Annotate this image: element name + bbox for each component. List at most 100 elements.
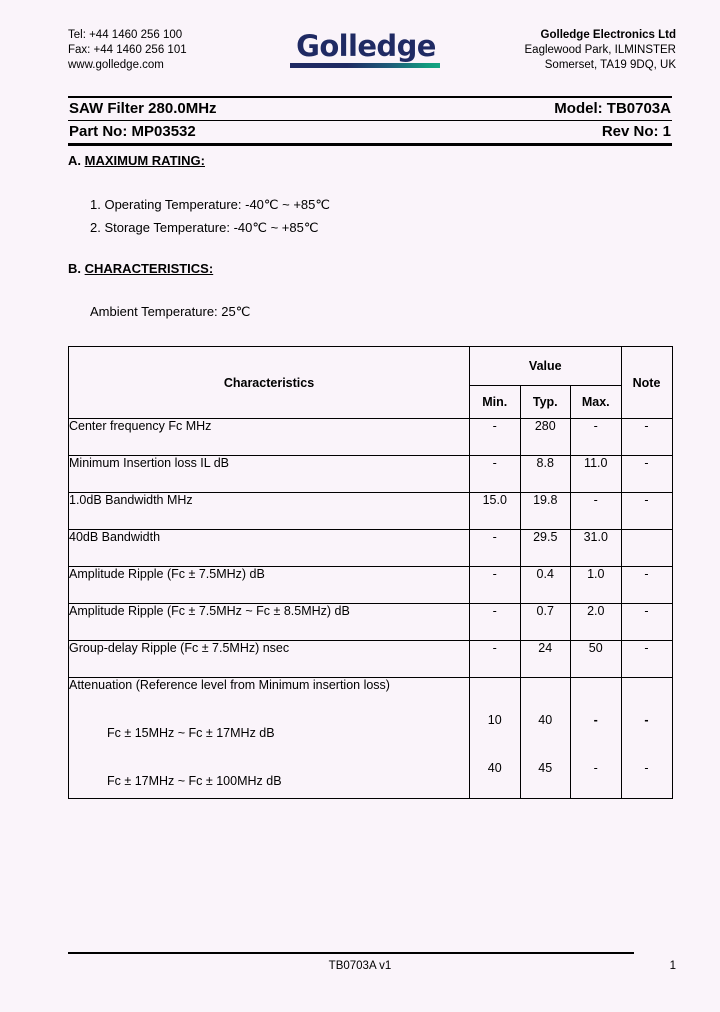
footer-rule [68,952,634,954]
address-line-2: Somerset, TA19 9DQ, UK [544,59,676,71]
maximum-rating-list: 1. Operating Temperature: -40℃ ~ +85℃ 2.… [90,193,330,239]
characteristics-table: Characteristics Value Note Min. Typ. Max… [68,346,673,799]
row-note: - [620,455,673,493]
row-min: - [469,603,521,641]
contact-info-left: Tel: +44 1460 256 100 Fax: +44 1460 256 … [68,26,187,73]
title-row-product: SAW Filter 280.0MHz Model: TB0703A [68,98,672,120]
title-row-part: Part No: MP03532 Rev No: 1 [68,121,672,143]
row-label: Amplitude Ripple (Fc ± 7.5MHz) dB [68,566,470,604]
row-max: 11.0 [570,455,622,493]
row-note: - [620,418,673,456]
table-row: Minimum Insertion loss IL dB - 8.8 11.0 … [68,455,673,493]
row-typ: 19.8 [519,492,571,530]
section-b-label: CHARACTERISTICS: [84,261,214,276]
address-line-1: Eaglewood Park, ILMINSTER [524,44,676,56]
model-number: Model: TB0703A [554,99,671,117]
row-label: Minimum Insertion loss IL dB [68,455,470,493]
row-typ: 24 [519,640,571,678]
col-header-max: Max. [570,385,622,419]
row-max: 50 [570,640,622,678]
website-line: www.golledge.com [68,59,164,71]
row-max: 1.0 [570,566,622,604]
attenuation-max-cell: - - [570,677,622,799]
col-header-characteristics: Characteristics [68,346,470,419]
row-typ: 29.5 [519,529,571,567]
attenuation-note: - [644,761,649,775]
footer-page-number: 1 [669,960,676,972]
col-header-value: Value [469,346,622,386]
row-max: - [570,418,622,456]
row-note [620,529,673,567]
title-rule-bottom [68,143,672,146]
row-note: - [620,566,673,604]
row-min: - [469,418,521,456]
logo-wordmark: Golledge [296,29,436,63]
title-block: SAW Filter 280.0MHz Model: TB0703A Part … [68,96,672,146]
row-max: 31.0 [570,529,622,567]
attenuation-min: 40 [487,761,502,775]
product-title: SAW Filter 280.0MHz [69,99,217,117]
rev-number: Rev No: 1 [601,123,671,140]
list-item: 2. Storage Temperature: -40℃ ~ +85℃ [90,220,319,235]
row-note: - [620,640,673,678]
title-rule-middle [68,119,672,121]
row-note: - [620,603,673,641]
attenuation-title: Attenuation (Reference level from Minimu… [69,678,390,692]
attenuation-note: - [644,713,649,727]
attenuation-max: - [593,713,598,727]
row-label: 40dB Bandwidth [68,529,470,567]
row-typ: 0.7 [519,603,571,641]
row-min: - [469,455,521,493]
row-label: Group-delay Ripple (Fc ± 7.5MHz) nsec [68,640,470,678]
table-head: Characteristics Value Note Min. Typ. Max… [68,346,673,419]
row-typ: 8.8 [519,455,571,493]
section-a-letter: A. [68,153,81,168]
col-header-note: Note [620,346,673,419]
logo-underline-bar [290,63,440,68]
section-b-letter: B. [68,261,81,276]
attenuation-typ-cell: 40 45 [519,677,571,799]
row-max: 2.0 [570,603,622,641]
table-row: Amplitude Ripple (Fc ± 7.5MHz) dB - 0.4 … [68,566,673,604]
table-row: Center frequency Fc MHz - 280 - - [68,418,673,456]
row-label: Amplitude Ripple (Fc ± 7.5MHz ~ Fc ± 8.5… [68,603,470,641]
table-row: 40dB Bandwidth - 29.5 31.0 [68,529,673,567]
table-header-row-1: Characteristics Value Note [68,346,673,419]
contact-info-right: Golledge Electronics Ltd Eaglewood Park,… [525,26,676,73]
attenuation-sub-label: Fc ± 15MHz ~ Fc ± 17MHz dB [107,726,275,740]
row-note: - [620,492,673,530]
col-header-min: Min. [469,385,521,419]
attenuation-min: 10 [487,713,502,727]
attenuation-typ: 40 [538,713,553,727]
attenuation-typ: 45 [538,761,553,775]
phone-line: Tel: +44 1460 256 100 [68,29,183,41]
attenuation-max: - [593,761,598,775]
attenuation-cell: Attenuation (Reference level from Minimu… [68,677,470,799]
section-b-heading: B. CHARACTERISTICS: [68,261,213,276]
footer-document-id: TB0703A v1 [328,960,392,972]
section-a-heading: A. MAXIMUM RATING: [68,153,205,168]
row-min: - [469,529,521,567]
table-header-row-2: Min. Typ. Max. [69,385,673,419]
row-typ: 0.4 [519,566,571,604]
row-min: - [469,566,521,604]
table-row: 1.0dB Bandwidth MHz 15.0 19.8 - - [68,492,673,530]
ambient-temperature: Ambient Temperature: 25℃ [90,304,251,319]
col-header-typ: Typ. [519,385,571,419]
attenuation-row: Attenuation (Reference level from Minimu… [68,677,673,799]
row-min: - [469,640,521,678]
company-name: Golledge Electronics Ltd [540,29,676,41]
attenuation-note-cell: - - [620,677,673,799]
attenuation-min-cell: 10 40 [469,677,521,799]
row-label: 1.0dB Bandwidth MHz [68,492,470,530]
table-row: Amplitude Ripple (Fc ± 7.5MHz ~ Fc ± 8.5… [68,603,673,641]
table-bottom-open-edge [66,852,676,857]
part-number: Part No: MP03532 [69,123,196,140]
row-min: 15.0 [469,492,521,530]
row-typ: 280 [519,418,571,456]
fax-line: Fax: +44 1460 256 101 [68,44,187,56]
title-rule-top [68,96,672,98]
row-max: - [570,492,622,530]
section-a-label: MAXIMUM RATING: [84,153,205,168]
table-row: Group-delay Ripple (Fc ± 7.5MHz) nsec - … [68,640,673,678]
